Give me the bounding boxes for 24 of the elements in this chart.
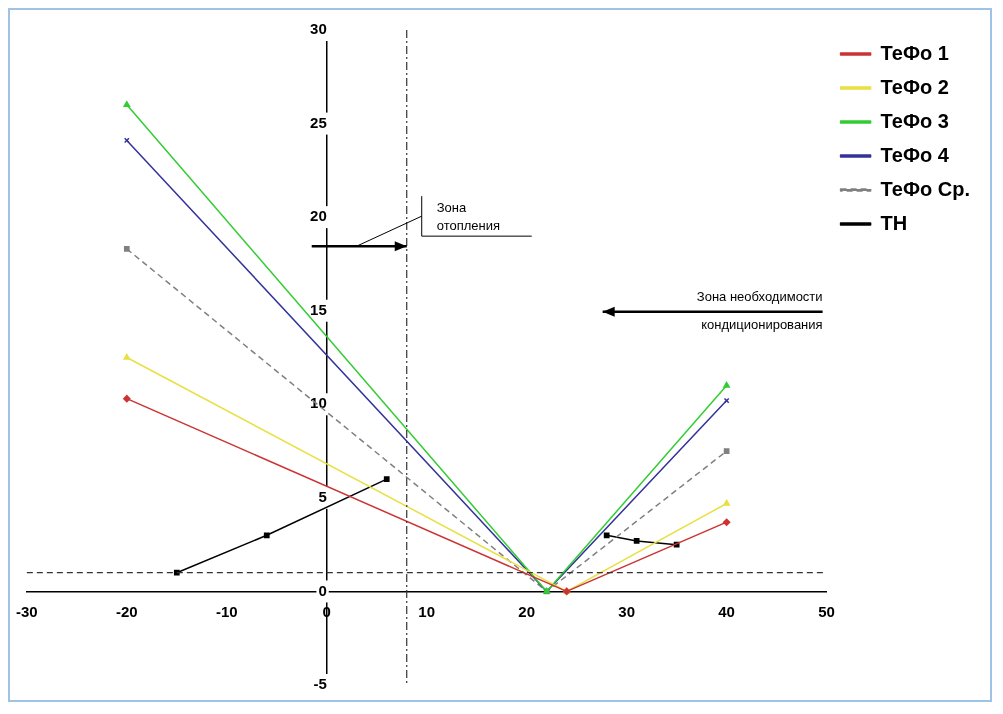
x-tick-label: -10 xyxy=(215,602,238,620)
annotation: Зона отопления xyxy=(436,199,501,233)
legend-label: ТеФо 4 xyxy=(880,143,950,166)
x-tick-label: -20 xyxy=(115,602,138,620)
x-tick-label: 50 xyxy=(818,602,835,620)
y-tick-label: 0 xyxy=(318,581,327,599)
legend-label: ТеФо Ср. xyxy=(880,177,970,200)
x-tick-label: 20 xyxy=(518,602,536,620)
y-tick-label: 25 xyxy=(310,113,327,131)
y-tick-label: 10 xyxy=(310,394,327,412)
y-tick-label: 30 xyxy=(310,20,327,38)
x-tick-label: 30 xyxy=(618,602,635,620)
y-tick-label: 5 xyxy=(318,488,327,505)
y-tick-label: -5 xyxy=(313,675,327,693)
annotation: Зона необходимости кондиционирования xyxy=(696,289,823,333)
legend-label: ТеФо 3 xyxy=(880,109,949,132)
y-tick-label: 15 xyxy=(310,300,327,318)
legend-label: ТН xyxy=(880,211,908,234)
legend-label: ТеФо 1 xyxy=(880,41,949,64)
legend-label: ТеФо 2 xyxy=(880,75,949,98)
x-tick-label: -30 xyxy=(16,602,38,620)
x-tick-label: 40 xyxy=(718,602,735,620)
x-tick-label: 10 xyxy=(418,602,436,620)
y-tick-label: 20 xyxy=(310,207,327,225)
